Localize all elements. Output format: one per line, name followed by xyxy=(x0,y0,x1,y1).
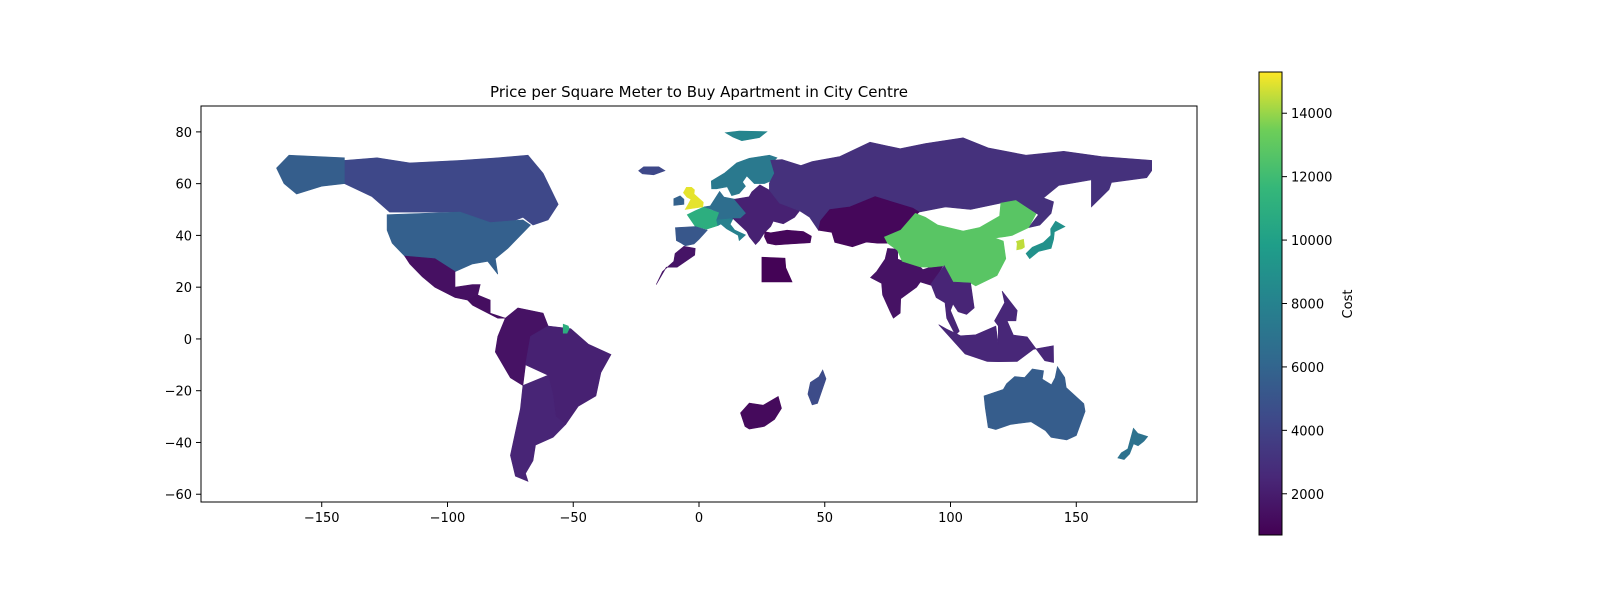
region-31 xyxy=(807,369,827,406)
y-tick-label-5: −20 xyxy=(165,385,192,400)
colorbar-tick-label-1: 12000 xyxy=(1291,171,1332,186)
region-12 xyxy=(673,195,685,206)
region-14 xyxy=(675,226,708,247)
region-10 xyxy=(638,166,666,176)
colorbar-axis: 14000 12000 10000 8000 6000 4000 2000 xyxy=(1282,107,1332,503)
region-2 xyxy=(386,211,531,275)
region-30 xyxy=(938,290,1054,363)
region-33 xyxy=(983,365,1086,441)
chart-title: Price per Square Meter to Buy Apartment … xyxy=(490,83,908,101)
y-axis: 80 60 40 20 0 −20 −40 −60 xyxy=(165,126,201,503)
colorbar-tick-label-2: 10000 xyxy=(1291,234,1332,249)
x-tick-label-1: −100 xyxy=(430,511,466,526)
region-15 xyxy=(655,245,696,285)
region-28 xyxy=(1025,220,1066,260)
region-20 xyxy=(724,130,768,142)
x-tick-label-0: −150 xyxy=(304,511,340,526)
y-tick-label-0: 80 xyxy=(175,126,192,141)
colorbar-tick-label-6: 2000 xyxy=(1291,488,1324,503)
colorbar-tick-label-5: 4000 xyxy=(1291,424,1324,439)
x-axis: −150 −100 −50 0 50 100 150 xyxy=(304,502,1089,526)
region-26 xyxy=(883,200,1037,287)
x-tick-label-2: −50 xyxy=(560,511,587,526)
region-23 xyxy=(764,229,812,246)
region-4 xyxy=(467,294,506,319)
y-tick-label-7: −60 xyxy=(165,488,192,503)
y-tick-label-3: 20 xyxy=(175,281,192,296)
x-tick-label-5: 100 xyxy=(938,511,963,526)
region-19 xyxy=(732,184,801,245)
y-tick-label-4: 0 xyxy=(184,333,192,348)
x-tick-label-6: 150 xyxy=(1064,511,1089,526)
region-1 xyxy=(276,154,345,195)
x-tick-label-3: 0 xyxy=(695,511,703,526)
map-regions xyxy=(276,124,1152,482)
y-tick-label-6: −40 xyxy=(165,436,192,451)
region-7 xyxy=(510,374,567,482)
region-9 xyxy=(515,124,649,184)
region-29 xyxy=(930,265,975,336)
region-11 xyxy=(683,187,704,210)
colorbar xyxy=(1258,71,1283,536)
region-24 xyxy=(761,256,793,283)
region-32 xyxy=(740,395,782,430)
colorbar-tick-label-4: 6000 xyxy=(1291,361,1324,376)
colorbar-tick-label-3: 8000 xyxy=(1291,298,1324,313)
y-tick-label-1: 60 xyxy=(175,178,192,193)
region-34 xyxy=(1117,427,1149,460)
x-tick-label-4: 50 xyxy=(816,511,833,526)
colorbar-tick-label-0: 14000 xyxy=(1291,107,1332,122)
region-0 xyxy=(344,154,559,231)
region-18 xyxy=(716,218,747,242)
region-8 xyxy=(562,323,570,334)
y-tick-label-2: 40 xyxy=(175,229,192,244)
colorbar-label: Cost xyxy=(1341,290,1356,319)
region-27 xyxy=(1016,238,1025,251)
